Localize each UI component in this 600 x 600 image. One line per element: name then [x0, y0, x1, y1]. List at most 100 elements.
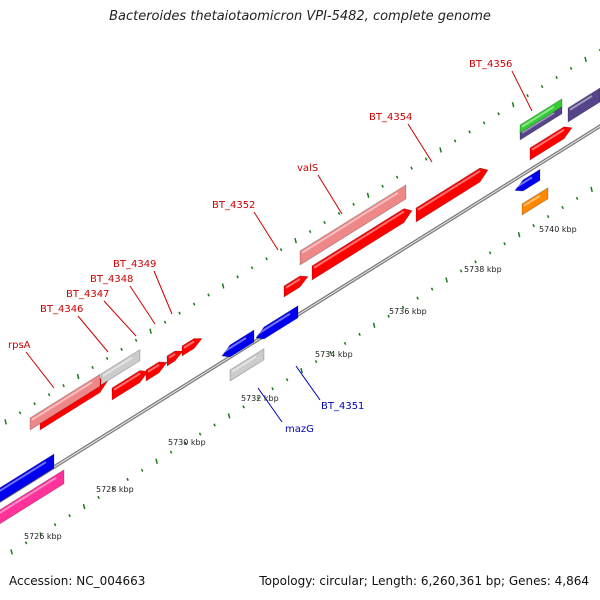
gene-label-bt-4351: BT_4351	[321, 401, 364, 412]
tick-mark	[39, 532, 42, 536]
tick-mark	[134, 338, 138, 342]
leader-line	[253, 211, 279, 251]
tick-mark	[488, 251, 492, 255]
tick-mark	[526, 94, 529, 98]
genome-summary: Topology: circular; Length: 6,260,361 bp…	[259, 574, 589, 588]
gene-label-mazg: mazG	[285, 424, 314, 435]
gene-feature	[29, 373, 101, 431]
tick-mark	[62, 384, 65, 388]
tick-mark	[227, 413, 231, 419]
tick-mark	[343, 341, 347, 346]
tick-mark	[575, 196, 579, 201]
tick-mark	[410, 166, 413, 170]
tick-mark	[47, 393, 51, 397]
gene-feature	[221, 329, 255, 358]
tick-mark	[24, 541, 28, 545]
tick-mark	[540, 84, 544, 89]
tick-mark	[294, 237, 297, 244]
gene-label-vals: valS	[297, 163, 318, 174]
tick-mark	[126, 477, 129, 481]
gene-feature	[299, 184, 407, 266]
gene-feature	[567, 87, 600, 123]
tick-mark	[590, 186, 593, 193]
scale-label: 5736 kbp	[389, 307, 427, 316]
tick-mark	[76, 373, 80, 380]
gene-feature	[0, 469, 65, 525]
tick-mark	[10, 549, 13, 555]
tick-mark	[482, 121, 486, 125]
tick-mark	[18, 411, 22, 415]
gene-feature	[255, 305, 299, 340]
gene-feature	[181, 338, 203, 357]
tick-mark	[358, 332, 361, 336]
leader-line	[511, 70, 533, 112]
tick-mark	[366, 192, 370, 198]
scale-label: 5732 kbp	[241, 394, 279, 403]
leader-line	[77, 315, 109, 353]
tick-mark	[82, 503, 86, 510]
tick-mark	[424, 157, 428, 161]
upper-tick-row	[4, 48, 600, 425]
tick-mark	[561, 205, 564, 210]
leader-line	[103, 300, 137, 337]
tick-mark	[4, 419, 7, 425]
tick-mark	[381, 184, 384, 188]
gene-feature	[229, 348, 265, 382]
gene-feature	[529, 126, 573, 161]
scale-label: 5726 kbp	[24, 532, 62, 541]
genome-backbone	[0, 124, 600, 503]
tick-mark	[503, 242, 506, 246]
gene-label-bt-4356: BT_4356	[469, 59, 512, 70]
scale-label: 5728 kbp	[96, 485, 134, 494]
tick-mark	[213, 423, 216, 427]
gene-feature	[111, 370, 149, 401]
tick-mark	[120, 347, 123, 351]
tick-mark	[163, 320, 167, 324]
tick-mark	[271, 387, 274, 391]
leader-line	[295, 365, 321, 401]
gene-label-bt-4349: BT_4349	[113, 259, 156, 270]
tick-mark	[250, 266, 254, 270]
tick-mark	[584, 56, 587, 63]
tick-mark	[337, 211, 341, 216]
gene-feature	[166, 350, 184, 367]
tick-mark	[323, 220, 326, 225]
tick-mark	[279, 248, 283, 252]
gene-label-bt-4352: BT_4352	[212, 200, 255, 211]
tick-mark	[314, 359, 318, 364]
scale-label: 5738 kbp	[464, 265, 502, 274]
tick-mark	[169, 450, 173, 454]
tick-mark	[91, 365, 94, 370]
tick-mark	[546, 214, 550, 219]
scale-label: 5734 kbp	[315, 350, 353, 359]
tick-mark	[352, 202, 355, 206]
gene-feature	[519, 98, 563, 134]
leader-line	[317, 174, 343, 215]
leader-line	[129, 285, 156, 325]
lower-tick-row	[10, 186, 593, 555]
tick-mark	[474, 260, 477, 264]
tick-mark	[439, 147, 442, 153]
gene-label-rpsa: rpsA	[8, 340, 31, 351]
tick-mark	[497, 112, 500, 116]
tick-mark	[395, 175, 399, 179]
accession-text: Accession: NC_004663	[9, 574, 146, 588]
tick-mark	[221, 283, 225, 289]
tick-mark	[192, 302, 196, 306]
tick-mark	[68, 514, 71, 518]
tick-mark	[300, 367, 303, 374]
gene-label-bt-4348: BT_4348	[90, 274, 133, 285]
scale-labels: 5726 kbp 5728 kbp 5730 kbp 5732 kbp 5734 kbp…	[24, 225, 577, 541]
gene-feature	[514, 168, 541, 192]
gene-feature	[311, 208, 413, 281]
tick-mark	[401, 305, 405, 309]
gene-label-bt-4354: BT_4354	[369, 112, 412, 123]
gene-feature	[521, 187, 549, 216]
tick-mark	[468, 130, 471, 134]
leader-line	[257, 387, 283, 423]
gene-feature	[283, 275, 309, 298]
tick-mark	[198, 432, 202, 436]
map-title: Bacteroides thetaiotaomicron VPI-5482, c…	[109, 9, 491, 24]
tick-mark	[430, 287, 434, 291]
